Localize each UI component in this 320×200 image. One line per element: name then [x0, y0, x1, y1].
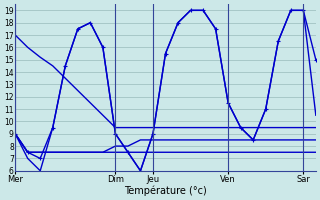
- X-axis label: Température (°c): Température (°c): [124, 185, 207, 196]
